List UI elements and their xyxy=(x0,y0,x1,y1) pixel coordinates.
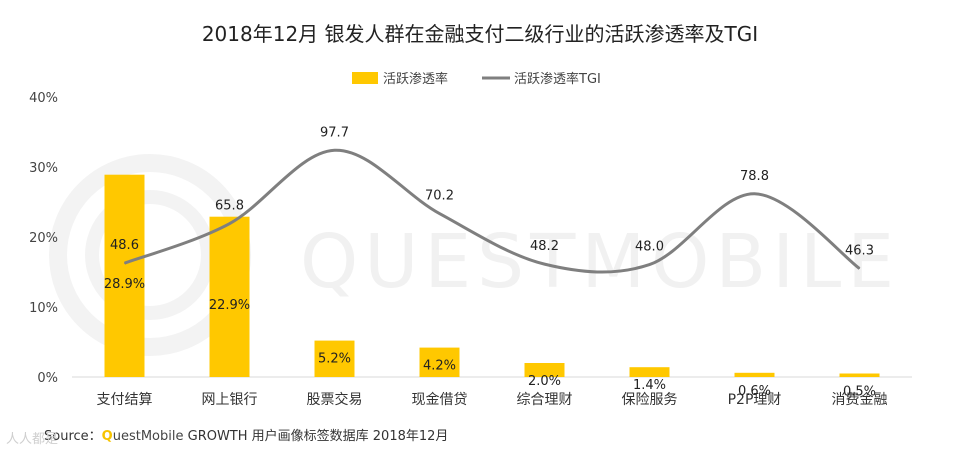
tgi-value-label: 46.3 xyxy=(845,244,874,259)
tgi-point xyxy=(544,263,545,265)
bar-value-label: 0.6% xyxy=(738,384,771,399)
bar xyxy=(734,372,775,377)
bar xyxy=(209,216,250,377)
legend: 活跃渗透率 活跃渗透率TGI xyxy=(352,71,601,87)
y-tick-label: 0% xyxy=(37,371,58,386)
legend-line-label: 活跃渗透率TGI xyxy=(514,71,601,87)
tgi-value-label: 48.6 xyxy=(110,238,139,253)
x-tick-label: 网上银行 xyxy=(202,392,258,408)
tgi-point xyxy=(124,262,125,264)
y-tick-label: 10% xyxy=(29,301,58,316)
tgi-point xyxy=(754,193,755,195)
source-brand-q: Q xyxy=(101,429,113,444)
bar-value-label: 22.9% xyxy=(209,298,250,313)
corner-watermark: 人人都是 xyxy=(6,432,59,447)
x-tick-label: 消费金融 xyxy=(832,392,888,408)
y-tick-label: 20% xyxy=(29,231,58,246)
x-tick-label: 支付结算 xyxy=(97,392,153,408)
tgi-point xyxy=(439,213,440,215)
data-labels: 28.9% 22.9% 5.2% 4.2% 2.0% 1.4% 0.6% 0.5% 48.6 65… xyxy=(104,125,876,399)
y-tick-label: 30% xyxy=(29,161,58,176)
bar xyxy=(419,347,460,377)
tgi-line xyxy=(123,148,861,274)
y-tick-label: 40% xyxy=(29,91,58,106)
legend-bar-label: 活跃渗透率 xyxy=(383,71,448,87)
source-suffix: GROWTH 用户画像标签数据库 2018年12月 xyxy=(183,429,449,444)
source-brand-rest: uestMobile xyxy=(112,429,184,444)
tgi-value-label: 48.2 xyxy=(530,239,559,254)
source-prefix: Source： xyxy=(44,429,102,444)
bar-value-label: 4.2% xyxy=(423,359,456,374)
source-note: Source：QuestMobile GROWTH 用户画像标签数据库 2018… xyxy=(44,425,448,444)
watermark-text: QUESTMOBILE xyxy=(300,219,900,305)
bar-value-label: 0.5% xyxy=(843,385,876,400)
tgi-value-label: 48.0 xyxy=(635,240,664,255)
bar-value-label: 28.9% xyxy=(104,277,145,292)
axis: 0% 10% 20% 30% 40% 支付结算 网上银行 股票交易 现金借贷 综合理财 保险服务 P2… xyxy=(29,91,912,408)
bar-value-label: 2.0% xyxy=(528,374,561,389)
bar-value-label: 1.4% xyxy=(633,378,666,393)
chart-title: 2018年12月 银发人群在金融支付二级行业的活跃渗透率及TGI xyxy=(201,22,759,46)
x-tick-label: 综合理财 xyxy=(517,392,573,408)
bar xyxy=(314,340,355,377)
x-tick-label: P2P理财 xyxy=(728,392,782,408)
tgi-value-label: 65.8 xyxy=(215,199,244,214)
legend-bar-swatch xyxy=(352,72,378,84)
tgi-line-path xyxy=(123,148,861,274)
x-tick-label: 现金借贷 xyxy=(412,392,468,408)
tgi-value-label: 70.2 xyxy=(425,189,454,204)
bar xyxy=(839,373,880,377)
watermark: QUESTMOBILE xyxy=(49,154,900,356)
tgi-point xyxy=(229,223,230,225)
bars xyxy=(104,174,880,377)
x-tick-label: 股票交易 xyxy=(307,391,363,408)
tgi-point xyxy=(859,268,860,270)
bar xyxy=(629,367,670,377)
bar xyxy=(524,363,565,377)
bar-value-label: 5.2% xyxy=(318,352,351,367)
tgi-value-label: 78.8 xyxy=(740,169,769,184)
tgi-point xyxy=(334,149,335,151)
tgi-point xyxy=(649,264,650,266)
bar xyxy=(104,174,145,377)
x-tick-label: 保险服务 xyxy=(622,392,678,408)
tgi-value-label: 97.7 xyxy=(320,125,349,140)
